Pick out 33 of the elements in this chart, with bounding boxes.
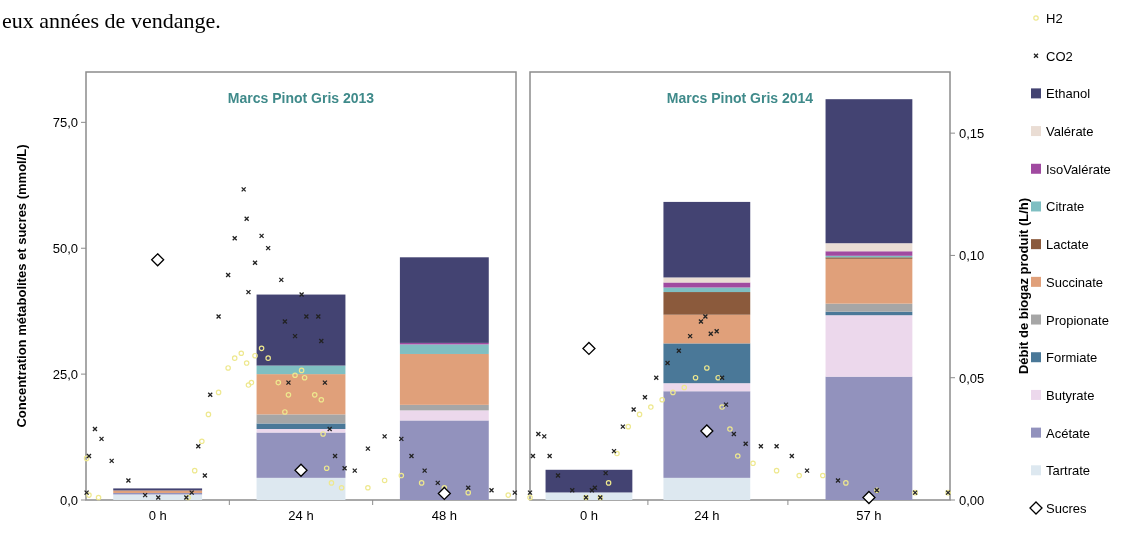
- legend-label: CO2: [1046, 48, 1073, 64]
- text: Marcs Pinot Gris 2014: [666, 90, 814, 106]
- y-tick-label: 25,0: [52, 367, 78, 383]
- legend-label: Formiate: [1046, 350, 1098, 366]
- legend-label: Propionate: [1046, 312, 1109, 328]
- x-tick-label: 0 h: [148, 508, 167, 523]
- legend-label: Butyrate: [1046, 387, 1095, 403]
- y-tick-label: 75,0: [52, 115, 78, 131]
- text: eux années de vendange.: [2, 8, 221, 33]
- legend-label: Sucres: [1046, 501, 1087, 516]
- y-tick-label: 50,0: [52, 241, 78, 257]
- legend-label: H2: [1046, 11, 1063, 26]
- y2-tick-label: 0,00: [959, 493, 985, 508]
- legend-label: Lactate: [1046, 237, 1089, 253]
- x-tick-label: 0 h: [579, 508, 598, 523]
- y2-axis-title: Débit de biogaz produit (L/h): [1016, 197, 1031, 375]
- y2-tick-label: 0,15: [959, 126, 985, 142]
- y-axis-title: Concentration métabolites et sucres (mmol/L): [14, 144, 29, 428]
- legend-label: Valérate: [1046, 124, 1094, 140]
- x-tick-label: 48 h: [431, 508, 457, 523]
- y-tick-label: 0,0: [59, 493, 78, 508]
- legend-label: Ethanol: [1046, 86, 1091, 102]
- text: Marcs Pinot Gris 2013: [227, 90, 375, 106]
- y2-tick-label: 0,10: [959, 248, 985, 264]
- x-tick-label: 57 h: [856, 508, 882, 523]
- x-tick-label: 24 h: [288, 508, 314, 523]
- legend-label: Acétate: [1046, 425, 1091, 441]
- x-tick-label: 24 h: [694, 508, 720, 523]
- legend-label: Citrate: [1046, 199, 1085, 215]
- y2-tick-label: 0,05: [959, 370, 985, 386]
- legend-label: IsoValérate: [1046, 161, 1111, 177]
- legend-label: Tartrate: [1046, 463, 1091, 479]
- legend-label: Succinate: [1046, 274, 1104, 290]
